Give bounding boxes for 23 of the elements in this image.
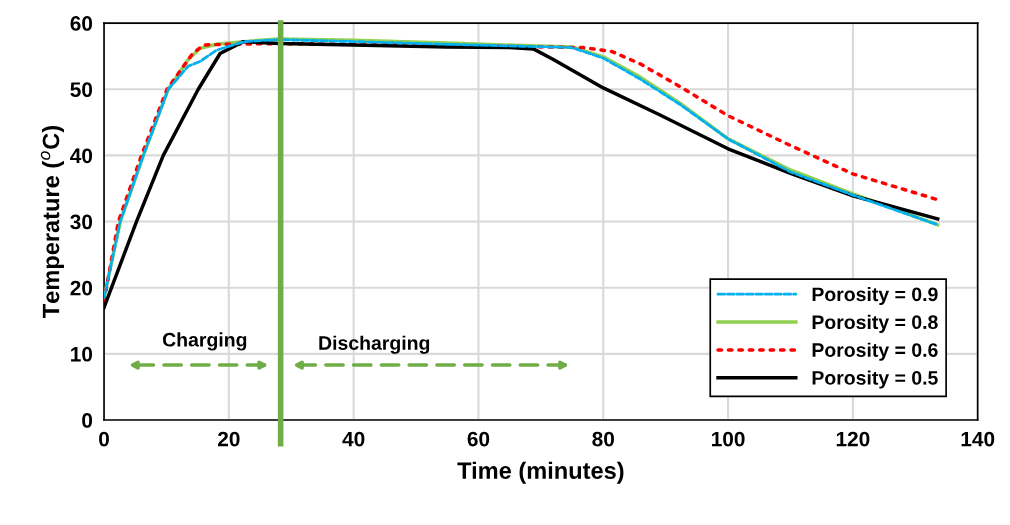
y-axis-title: Temperature ($^{o}$C) [40, 126, 65, 318]
legend-label: Porosity = 0.9 [812, 286, 938, 306]
legend-label: Porosity = 0.8 [812, 314, 938, 333]
x-tick-label: 40 [342, 431, 365, 447]
x-tick-label: 120 [836, 431, 870, 447]
y-tick-label: 0 [82, 413, 93, 428]
x-tick-label: 140 [961, 431, 995, 447]
x-tick-label: 100 [712, 431, 745, 447]
x-tick-label: 0 [99, 431, 109, 447]
legend-label: Porosity = 0.6 [812, 342, 938, 361]
x-tick-label: 20 [217, 431, 240, 447]
y-tick-label: 60 [70, 16, 93, 31]
y-tick-label: 30 [70, 214, 93, 230]
y-tick-label: 40 [70, 148, 93, 164]
x-tick-label: 80 [592, 431, 614, 447]
annotation: Discharging [319, 335, 430, 354]
y-tick-label: 50 [70, 82, 93, 97]
annotation: Charging [162, 332, 247, 351]
y-tick-label: 10 [71, 346, 93, 362]
x-tick-label: 60 [467, 431, 490, 447]
x-axis-title: Time (minutes) [457, 461, 624, 484]
legend-label: Porosity = 0.5 [812, 370, 938, 389]
y-tick-label: 20 [70, 280, 93, 296]
